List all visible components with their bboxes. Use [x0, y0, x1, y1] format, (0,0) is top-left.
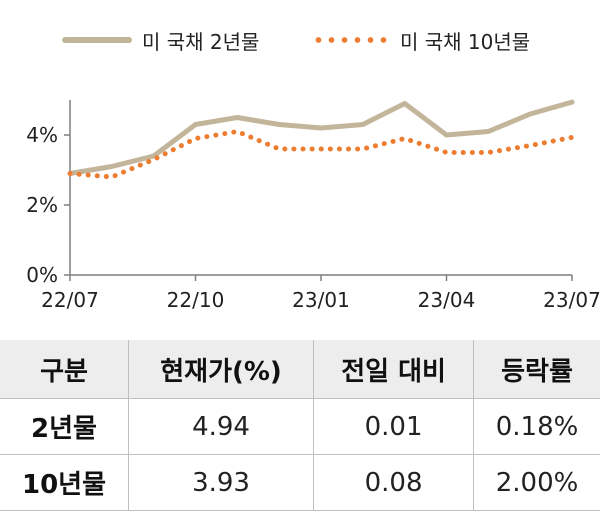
- header-current-price: 현재가(%): [128, 340, 315, 399]
- row-label: 2년물: [0, 398, 130, 455]
- x-tick-label: 22/10: [167, 288, 225, 312]
- cell-change-rate: 2.00%: [473, 454, 600, 511]
- legend-swatch-10y: [312, 37, 390, 43]
- cell-change: 0.08: [313, 454, 475, 511]
- cell-change: 0.01: [313, 398, 475, 455]
- table-row: 2년물 4.94 0.01 0.18%: [0, 398, 600, 455]
- row-label: 10년물: [0, 454, 130, 511]
- legend-item-2y: 미 국채 2년물: [62, 22, 259, 58]
- x-tick-label: 23/01: [292, 288, 350, 312]
- legend-label-10y: 미 국채 10년물: [400, 29, 531, 54]
- legend-item-10y: 미 국채 10년물: [312, 22, 530, 58]
- x-tick-label: 23/07: [543, 288, 600, 312]
- legend-label-2y: 미 국채 2년물: [142, 29, 260, 54]
- chart-legend: 미 국채 2년물 미 국채 10년물: [0, 22, 600, 58]
- series-line-10y: [67, 129, 575, 180]
- yield-summary-table: 구분 현재가(%) 전일 대비 등락률 2년물 4.94 0.01 0.18% …: [0, 340, 600, 511]
- header-change-rate: 등락률: [473, 340, 600, 399]
- cell-current-price: 4.94: [128, 398, 315, 455]
- series-line-2y: [67, 99, 575, 176]
- y-tick-label: 0%: [26, 263, 58, 287]
- cell-change-rate: 0.18%: [473, 398, 600, 455]
- x-tick-label: 22/07: [41, 288, 99, 312]
- y-tick-label: 2%: [26, 193, 58, 217]
- yield-line-chart: 0% 2% 4% 22/07 22/10 23/01 23/04 23/07: [26, 99, 600, 312]
- cell-current-price: 3.93: [128, 454, 315, 511]
- legend-swatch-2y: [62, 37, 132, 43]
- x-tick-label: 23/04: [418, 288, 476, 312]
- header-category: 구분: [0, 340, 130, 399]
- y-tick-label: 4%: [26, 123, 58, 147]
- table-header-row: 구분 현재가(%) 전일 대비 등락률: [0, 340, 600, 399]
- table-row: 10년물 3.93 0.08 2.00%: [0, 454, 600, 511]
- header-change: 전일 대비: [313, 340, 475, 399]
